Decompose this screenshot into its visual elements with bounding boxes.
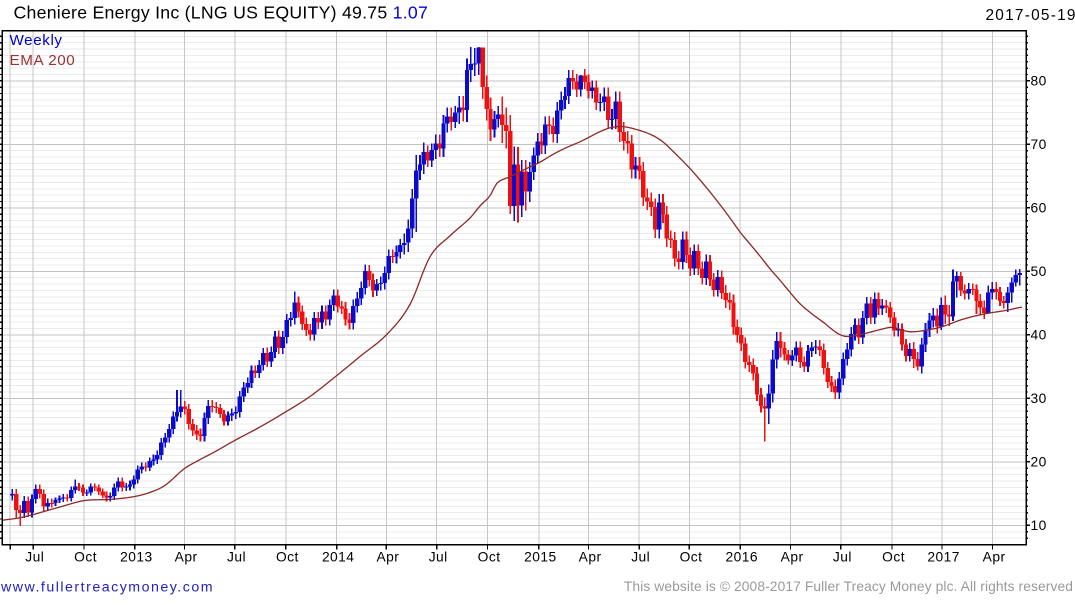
svg-text:2014: 2014 [322, 550, 355, 565]
svg-text:Jul: Jul [429, 550, 448, 565]
svg-text:Apr: Apr [376, 550, 399, 565]
svg-text:80: 80 [1031, 74, 1047, 89]
svg-text:www.fullertreacymoney.com: www.fullertreacymoney.com [0, 580, 214, 596]
svg-text:Apr: Apr [983, 550, 1006, 565]
svg-text:Jul: Jul [833, 550, 852, 565]
svg-text:Cheniere Energy Inc (LNG US EQ: Cheniere Energy Inc (LNG US EQUITY) 49.7… [14, 3, 429, 23]
svg-text:2017-05-19: 2017-05-19 [986, 7, 1075, 24]
svg-text:Apr: Apr [781, 550, 804, 565]
svg-text:10: 10 [1031, 518, 1047, 533]
svg-text:Weekly: Weekly [10, 32, 63, 49]
svg-text:2013: 2013 [120, 550, 153, 565]
svg-text:Jul: Jul [25, 550, 44, 565]
svg-text:Oct: Oct [276, 550, 299, 565]
svg-text:Jul: Jul [227, 550, 246, 565]
svg-text:This website is © 2008-2017 Fu: This website is © 2008-2017 Fuller Treac… [624, 579, 1073, 594]
svg-text:2015: 2015 [524, 550, 557, 565]
svg-text:50: 50 [1031, 264, 1047, 279]
svg-text:70: 70 [1031, 137, 1047, 152]
svg-text:EMA 200: EMA 200 [10, 52, 76, 69]
svg-text:Oct: Oct [74, 550, 97, 565]
svg-text:Oct: Oct [882, 550, 905, 565]
svg-text:2016: 2016 [726, 550, 759, 565]
svg-text:Apr: Apr [175, 550, 198, 565]
svg-text:Oct: Oct [478, 550, 501, 565]
svg-text:Apr: Apr [579, 550, 602, 565]
svg-text:2017: 2017 [927, 550, 960, 565]
svg-text:40: 40 [1031, 328, 1047, 343]
svg-text:Oct: Oct [680, 550, 703, 565]
svg-text:Jul: Jul [631, 550, 650, 565]
svg-text:60: 60 [1031, 201, 1047, 216]
svg-text:20: 20 [1031, 455, 1047, 470]
svg-text:30: 30 [1031, 391, 1047, 406]
